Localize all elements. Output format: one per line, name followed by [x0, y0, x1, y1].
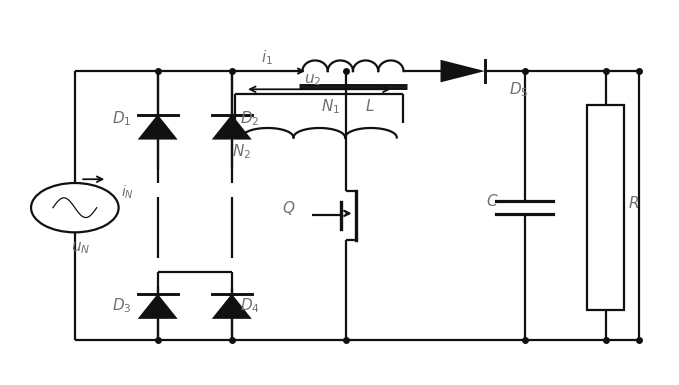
- Polygon shape: [138, 294, 178, 319]
- Polygon shape: [138, 114, 178, 140]
- Polygon shape: [212, 114, 252, 140]
- Text: $D_5$: $D_5$: [509, 80, 528, 99]
- Text: $i_1$: $i_1$: [261, 49, 273, 67]
- Text: $D_4$: $D_4$: [240, 296, 259, 315]
- Bar: [587, 105, 625, 310]
- Text: $N_1$: $N_1$: [320, 97, 340, 115]
- Text: $N_2$: $N_2$: [232, 142, 251, 161]
- Text: $D_1$: $D_1$: [112, 109, 131, 128]
- Text: $u_N$: $u_N$: [71, 240, 91, 256]
- Text: $R$: $R$: [627, 195, 639, 211]
- Polygon shape: [212, 294, 252, 319]
- Text: $i_N$: $i_N$: [121, 183, 134, 201]
- Text: $L$: $L$: [365, 98, 375, 114]
- Text: $u_2$: $u_2$: [304, 72, 322, 88]
- Text: $D_3$: $D_3$: [112, 296, 132, 315]
- Text: $Q$: $Q$: [282, 199, 295, 218]
- Polygon shape: [441, 60, 485, 82]
- Text: $D_2$: $D_2$: [240, 109, 259, 128]
- Text: $C$: $C$: [485, 193, 498, 209]
